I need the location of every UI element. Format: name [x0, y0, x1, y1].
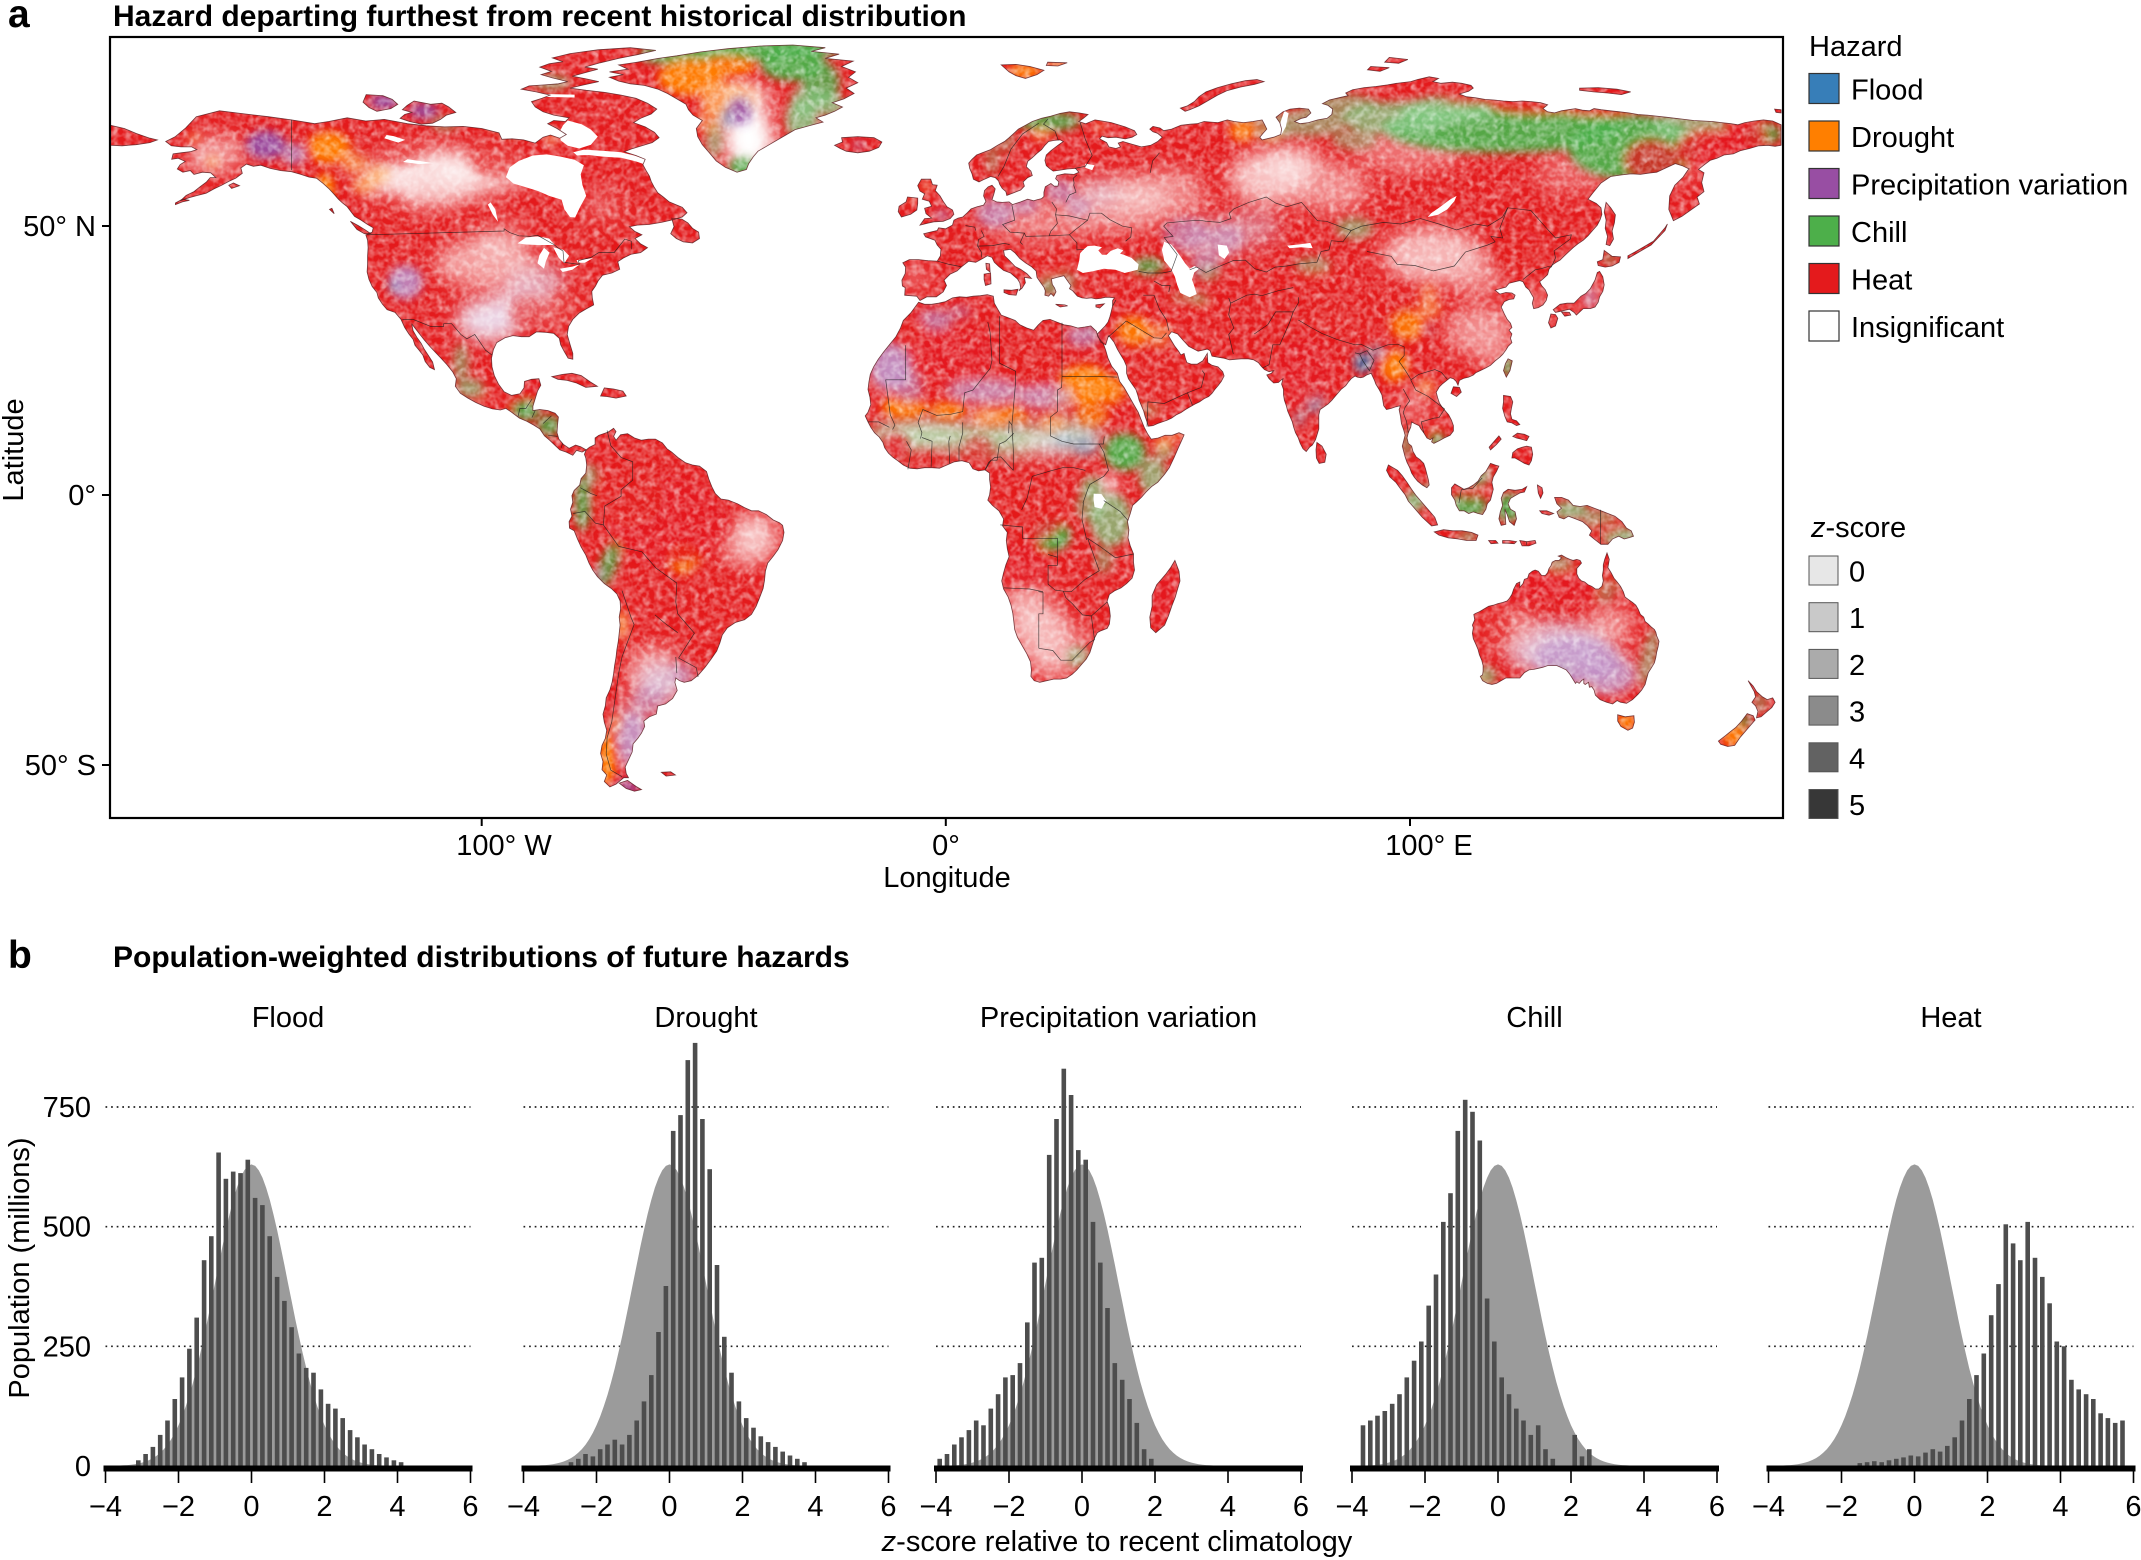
svg-text:0: 0	[243, 1491, 259, 1523]
svg-text:Heat: Heat	[1920, 1002, 1981, 1034]
svg-text:Drought: Drought	[1851, 122, 1954, 154]
svg-text:Precipitation variation: Precipitation variation	[980, 1002, 1257, 1034]
svg-text:−4: −4	[507, 1491, 540, 1523]
svg-text:Flood: Flood	[252, 1002, 325, 1034]
svg-text:Heat: Heat	[1851, 265, 1912, 297]
svg-text:z-score: z-score	[1810, 512, 1906, 544]
svg-text:2: 2	[1563, 1491, 1579, 1523]
svg-text:Precipitation variation: Precipitation variation	[1851, 170, 2128, 202]
svg-text:100° E: 100° E	[1385, 830, 1472, 862]
svg-text:0°: 0°	[932, 830, 960, 862]
svg-text:Hazard: Hazard	[1809, 31, 1903, 63]
svg-text:4: 4	[2052, 1491, 2068, 1523]
svg-text:−4: −4	[1335, 1491, 1368, 1523]
svg-text:4: 4	[807, 1491, 823, 1523]
svg-text:2: 2	[1979, 1491, 1995, 1523]
svg-text:0: 0	[1849, 557, 1865, 589]
svg-text:0: 0	[1906, 1491, 1922, 1523]
svg-text:Longitude: Longitude	[883, 862, 1010, 894]
svg-text:Population (millions): Population (millions)	[4, 1137, 36, 1398]
svg-text:4: 4	[1636, 1491, 1652, 1523]
svg-text:Drought: Drought	[654, 1002, 757, 1034]
svg-text:750: 750	[43, 1092, 91, 1124]
svg-text:2: 2	[734, 1491, 750, 1523]
svg-text:Chill: Chill	[1851, 217, 1907, 249]
svg-text:0: 0	[75, 1451, 91, 1483]
svg-text:2: 2	[1147, 1491, 1163, 1523]
svg-text:6: 6	[1293, 1491, 1309, 1523]
svg-text:Insignificant: Insignificant	[1851, 312, 2004, 344]
svg-text:Latitude: Latitude	[0, 398, 30, 501]
svg-text:6: 6	[1709, 1491, 1725, 1523]
svg-text:a: a	[8, 0, 30, 36]
svg-text:2: 2	[316, 1491, 332, 1523]
svg-text:−2: −2	[1825, 1491, 1858, 1523]
svg-text:−4: −4	[1752, 1491, 1785, 1523]
svg-text:1: 1	[1849, 603, 1865, 635]
svg-text:Flood: Flood	[1851, 75, 1924, 107]
svg-text:6: 6	[880, 1491, 896, 1523]
svg-text:−4: −4	[89, 1491, 122, 1523]
svg-text:b: b	[8, 934, 32, 977]
svg-text:3: 3	[1849, 697, 1865, 729]
svg-text:50° N: 50° N	[23, 211, 96, 243]
svg-text:Population-weighted distributi: Population-weighted distributions of fut…	[113, 941, 850, 974]
svg-text:6: 6	[462, 1491, 478, 1523]
svg-text:−2: −2	[580, 1491, 613, 1523]
svg-text:−4: −4	[919, 1491, 952, 1523]
svg-text:0: 0	[661, 1491, 677, 1523]
svg-text:500: 500	[43, 1212, 91, 1244]
svg-text:50° S: 50° S	[25, 750, 96, 782]
svg-text:0°: 0°	[68, 480, 96, 512]
svg-text:0: 0	[1074, 1491, 1090, 1523]
svg-text:0: 0	[1490, 1491, 1506, 1523]
svg-text:z-score relative to recent cli: z-score relative to recent climatology	[881, 1526, 1353, 1558]
svg-text:4: 4	[1220, 1491, 1236, 1523]
svg-text:4: 4	[389, 1491, 405, 1523]
svg-text:4: 4	[1849, 743, 1865, 775]
svg-text:−2: −2	[162, 1491, 195, 1523]
svg-text:Chill: Chill	[1506, 1002, 1562, 1034]
svg-text:2: 2	[1849, 650, 1865, 682]
svg-text:5: 5	[1849, 790, 1865, 822]
svg-text:Hazard departing furthest from: Hazard departing furthest from recent hi…	[113, 0, 966, 33]
svg-text:−2: −2	[1408, 1491, 1441, 1523]
svg-text:100° W: 100° W	[456, 830, 552, 862]
svg-text:−2: −2	[992, 1491, 1025, 1523]
svg-text:6: 6	[2125, 1491, 2141, 1523]
svg-text:250: 250	[43, 1331, 91, 1363]
